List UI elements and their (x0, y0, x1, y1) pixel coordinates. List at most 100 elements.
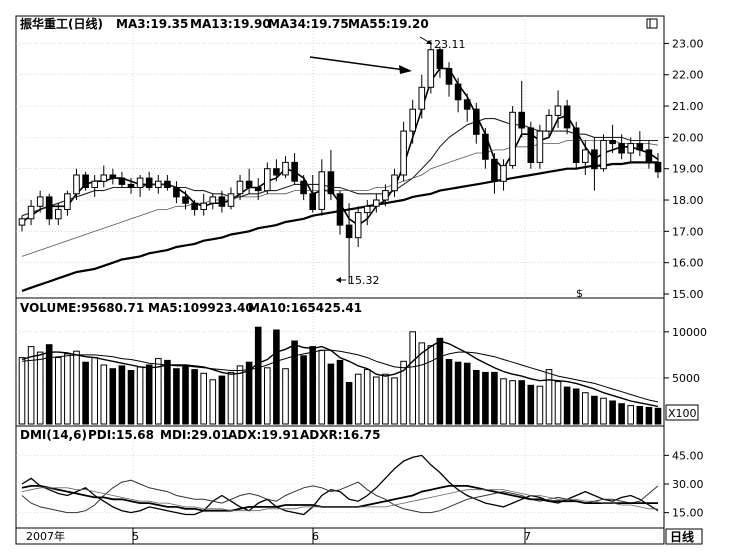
volume-bar (100, 364, 108, 425)
volume-bar (391, 377, 398, 425)
dmi-line-mdi (21, 479, 659, 514)
volume-bar (264, 367, 271, 425)
volume-bar (463, 362, 471, 425)
candle-body (654, 161, 662, 173)
volume-bar (155, 358, 162, 425)
candle-body (136, 177, 144, 189)
x-label-june: 6 (312, 530, 319, 543)
volume-bar (382, 373, 389, 425)
volume-bar (200, 372, 207, 425)
window-restore-icon[interactable] (646, 18, 658, 29)
candle-body (400, 130, 407, 176)
volume-bar (473, 370, 480, 425)
candle-body (300, 180, 307, 195)
candle-body (164, 180, 171, 188)
candle-body (264, 168, 271, 192)
candle-body (636, 143, 644, 151)
volume-bar (282, 368, 289, 425)
candle-body (118, 177, 126, 185)
volume-bar (309, 346, 316, 425)
volume-bar (491, 371, 498, 425)
dmi-tick-label: 30.00 (672, 478, 704, 491)
candle-body (82, 174, 89, 188)
candle-body (282, 161, 289, 176)
volume-tick-label: 5000 (672, 372, 700, 385)
ma34-legend: MA34:19.75 (268, 17, 349, 31)
candle-body (454, 83, 462, 101)
volume-unit-label: X100 (668, 407, 697, 420)
volume-plot (18, 326, 662, 425)
volume-bar (609, 400, 616, 425)
candle-body (327, 171, 335, 195)
volume-bar (245, 361, 253, 425)
adxr-legend: ADXR:16.75 (300, 428, 381, 442)
volume-bar (82, 361, 89, 425)
volume-bar (300, 355, 307, 425)
volume-bar (454, 361, 462, 425)
volume-bar (55, 357, 62, 425)
volume-bar (582, 392, 589, 425)
volume-bar (145, 364, 153, 425)
volume-bar (64, 353, 71, 425)
candle-body (318, 171, 326, 210)
dollar-marker: $ (576, 287, 583, 300)
candle-body (445, 68, 453, 85)
volume-bar (136, 366, 144, 425)
ma3-legend: MA3:19.35 (116, 17, 188, 31)
volume-ma-line-ma10 (21, 349, 659, 403)
volume-legend: VOLUME:95680.71 (20, 301, 144, 315)
ma13-legend: MA13:19.90 (190, 17, 271, 31)
candle-body (527, 127, 535, 163)
price-tick-label: 15.00 (672, 288, 704, 301)
time-axis-bar (15, 527, 665, 545)
candle-body (436, 49, 444, 69)
candle-body (563, 105, 571, 129)
price-tick-label: 18.00 (672, 194, 704, 207)
volume-bar (554, 381, 562, 425)
x-label-2007: 2007年 (26, 529, 65, 543)
volume-bar (436, 337, 444, 425)
candle-body (463, 99, 471, 110)
candle-body (309, 193, 316, 211)
volume-bar (445, 359, 453, 425)
candle-body (64, 193, 71, 211)
candle-body (391, 174, 398, 192)
price-panel[interactable] (15, 15, 665, 299)
chart-title: 振华重工(日线) (20, 16, 103, 31)
pdi-legend: PDI:15.68 (88, 428, 154, 442)
volume-bar (91, 357, 99, 425)
volume-bar (572, 388, 580, 425)
volume-bar (363, 369, 371, 425)
candle-body (645, 149, 653, 163)
candle-body (500, 165, 507, 182)
volume-bar (118, 365, 126, 425)
candle-body (536, 130, 544, 163)
volume-bar (545, 369, 553, 425)
candle-body (473, 108, 480, 135)
volume-bar (273, 329, 280, 425)
candle-body (254, 187, 262, 192)
volume-bar (254, 326, 262, 425)
candle-body (45, 196, 53, 220)
candle-body (182, 196, 189, 204)
candle-body (291, 161, 298, 182)
volume-bar (354, 373, 362, 425)
candle-body (109, 174, 117, 179)
period-button[interactable]: 日线 (665, 528, 703, 545)
candle-body (127, 183, 135, 188)
dmi-tick-label: 45.00 (672, 449, 704, 462)
candle-body (55, 208, 62, 220)
ma55-legend: MA55:19.20 (348, 17, 429, 31)
volume-bar (427, 345, 435, 425)
candle-body (418, 86, 426, 110)
candle-body (27, 205, 35, 220)
price-tick-label: 21.00 (672, 100, 704, 113)
candle-body (36, 196, 44, 207)
volume-bar (418, 342, 426, 425)
grid-lines (16, 16, 664, 528)
volume-bar (45, 344, 53, 425)
candle-body (509, 111, 516, 167)
candle-body (345, 224, 353, 239)
volume-bar (600, 397, 607, 425)
